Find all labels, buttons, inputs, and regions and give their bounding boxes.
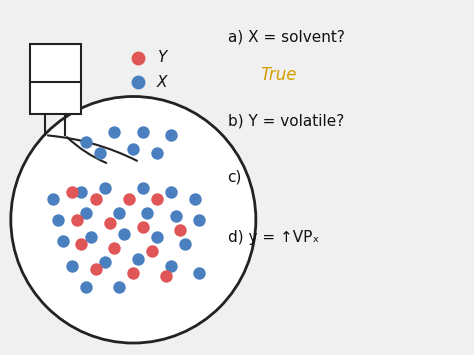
Point (134, 55, 142, 61)
Point (111, 245, 118, 251)
Point (129, 147, 137, 152)
Point (111, 129, 118, 135)
Point (59, 238, 66, 244)
Point (92, 266, 100, 272)
Point (115, 284, 123, 290)
Point (97, 150, 104, 156)
Point (144, 210, 151, 215)
Point (167, 189, 175, 195)
Point (163, 273, 170, 279)
Bar (30, 44, 82, 114)
Point (101, 259, 109, 265)
Point (191, 196, 199, 202)
Point (68, 263, 76, 268)
Text: b) Y = volatile?: b) Y = volatile? (228, 114, 344, 129)
Text: c): c) (228, 170, 242, 185)
Point (139, 129, 146, 135)
Point (139, 224, 146, 230)
Point (73, 217, 81, 223)
Point (78, 189, 85, 195)
Point (182, 242, 189, 247)
Point (54, 217, 62, 223)
Point (153, 150, 161, 156)
Point (195, 270, 203, 275)
Text: Y: Y (157, 50, 166, 65)
Point (68, 189, 76, 195)
Point (134, 256, 142, 261)
Point (167, 263, 175, 268)
Point (120, 231, 128, 237)
Point (78, 242, 85, 247)
Point (153, 196, 161, 202)
Point (134, 80, 142, 85)
Point (153, 235, 161, 240)
Text: X: X (157, 75, 167, 90)
Point (139, 185, 146, 191)
Point (167, 132, 175, 138)
Point (148, 248, 156, 254)
Point (129, 270, 137, 275)
Text: a) X = solvent?: a) X = solvent? (228, 29, 345, 44)
Point (82, 284, 90, 290)
Point (82, 210, 90, 215)
Ellipse shape (11, 97, 256, 343)
Point (49, 196, 57, 202)
Point (177, 228, 184, 233)
Point (172, 213, 180, 219)
Point (125, 196, 132, 202)
Point (195, 217, 203, 223)
Point (82, 140, 90, 145)
Point (87, 235, 95, 240)
Point (101, 185, 109, 191)
Text: True: True (261, 66, 297, 84)
Point (92, 196, 100, 202)
Point (115, 210, 123, 215)
Point (106, 220, 114, 226)
Text: d) y = ↑VPₓ: d) y = ↑VPₓ (228, 230, 319, 245)
